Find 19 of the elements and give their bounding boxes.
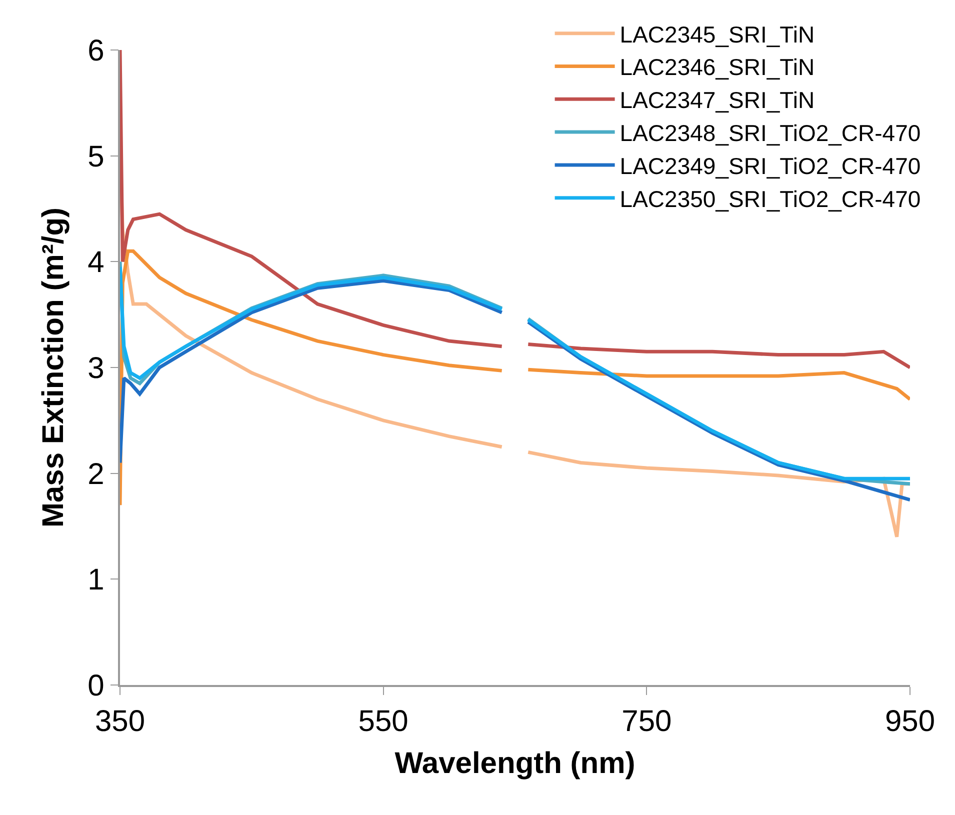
legend-label: LAC2349_SRI_TiO2_CR-470 bbox=[620, 152, 921, 179]
x-tick-label: 950 bbox=[884, 704, 936, 738]
legend-label: LAC2348_SRI_TiO2_CR-470 bbox=[620, 120, 921, 146]
y-axis-title: Mass Extinction (m²/g) bbox=[37, 207, 70, 528]
y-tick-label: 2 bbox=[88, 458, 104, 491]
legend-label: LAC2350_SRI_TiO2_CR-470 bbox=[620, 186, 921, 212]
x-axis-title: Wavelength (nm) bbox=[394, 746, 636, 780]
y-tick-label: 6 bbox=[88, 34, 104, 68]
y-tick-label: 5 bbox=[88, 140, 104, 174]
x-tick-label: 350 bbox=[94, 704, 146, 738]
legend-label: LAC2347_SRI_TiN bbox=[620, 87, 815, 114]
y-tick-label: 3 bbox=[88, 352, 104, 385]
x-tick-label: 750 bbox=[622, 704, 672, 738]
legend-label: LAC2345_SRI_TiN bbox=[620, 21, 815, 48]
legend-label: LAC2346_SRI_TiN bbox=[620, 54, 815, 80]
y-tick-label: 4 bbox=[88, 246, 104, 280]
x-tick-label: 550 bbox=[358, 704, 408, 738]
y-tick-label: 0 bbox=[88, 670, 104, 702]
y-tick-label: 1 bbox=[88, 564, 104, 597]
